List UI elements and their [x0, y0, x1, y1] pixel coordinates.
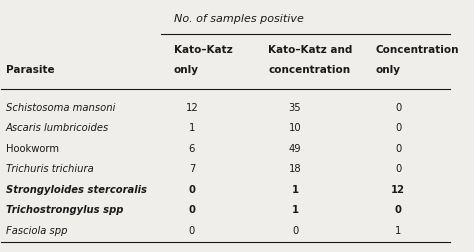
Text: 0: 0 [395, 123, 401, 133]
Text: 0: 0 [189, 225, 195, 235]
Text: 1: 1 [189, 123, 195, 133]
Text: Kato–Katz: Kato–Katz [174, 45, 233, 55]
Text: 0: 0 [189, 205, 195, 214]
Text: 10: 10 [289, 123, 301, 133]
Text: 6: 6 [189, 143, 195, 153]
Text: 12: 12 [185, 102, 198, 112]
Text: Ascaris lumbricoides: Ascaris lumbricoides [6, 123, 109, 133]
Text: 0: 0 [395, 205, 401, 214]
Text: 12: 12 [391, 184, 405, 194]
Text: 0: 0 [189, 184, 195, 194]
Text: 0: 0 [395, 102, 401, 112]
Text: Hookworm: Hookworm [6, 143, 59, 153]
Text: 1: 1 [395, 225, 401, 235]
Text: No. of samples positive: No. of samples positive [174, 14, 304, 24]
Text: 7: 7 [189, 164, 195, 174]
Text: 0: 0 [292, 225, 298, 235]
Text: Trichuris trichiura: Trichuris trichiura [6, 164, 94, 174]
Text: Trichostrongylus spp: Trichostrongylus spp [6, 205, 123, 214]
Text: 0: 0 [395, 164, 401, 174]
Text: 49: 49 [289, 143, 301, 153]
Text: 0: 0 [395, 143, 401, 153]
Text: Concentration: Concentration [376, 45, 459, 55]
Text: Parasite: Parasite [6, 65, 55, 75]
Text: Kato–Katz and: Kato–Katz and [268, 45, 353, 55]
Text: 18: 18 [289, 164, 301, 174]
Text: 35: 35 [289, 102, 301, 112]
Text: only: only [174, 65, 199, 75]
Text: 1: 1 [292, 184, 299, 194]
Text: Fasciola spp: Fasciola spp [6, 225, 67, 235]
Text: concentration: concentration [268, 65, 350, 75]
Text: 1: 1 [292, 205, 299, 214]
Text: Strongyloides stercoralis: Strongyloides stercoralis [6, 184, 147, 194]
Text: only: only [376, 65, 401, 75]
Text: Schistosoma mansoni: Schistosoma mansoni [6, 102, 115, 112]
